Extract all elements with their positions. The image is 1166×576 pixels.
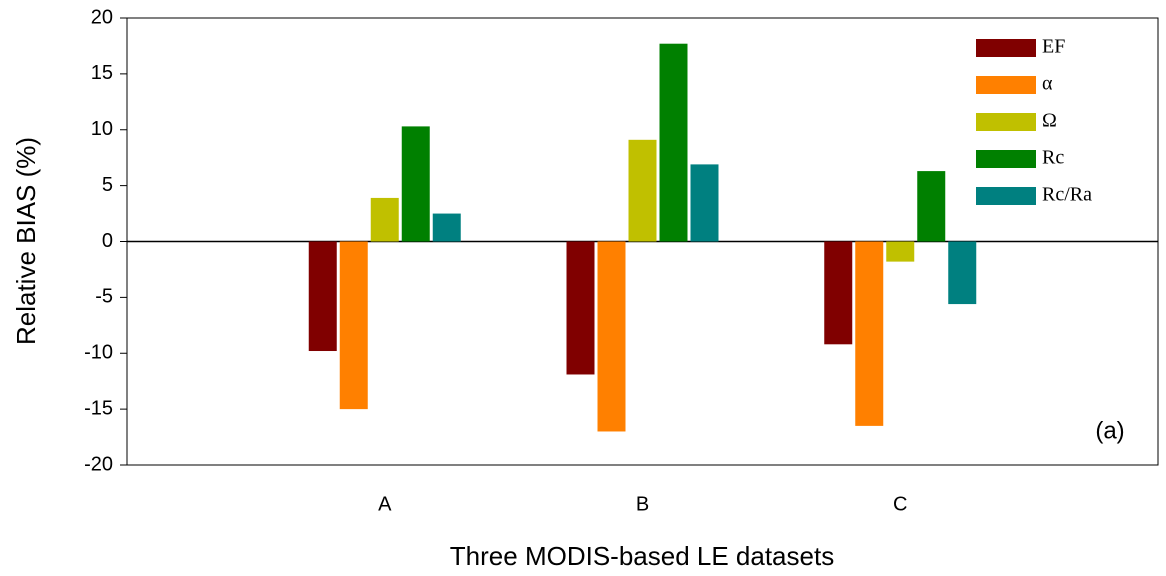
y-tick-label: -5 [95, 286, 113, 308]
bar [432, 213, 461, 242]
annotation: (a) [1095, 417, 1124, 444]
bar [370, 197, 399, 242]
legend-swatch [976, 150, 1036, 168]
y-axis-label: Relative BIAS (%) [11, 137, 41, 345]
y-tick-label: -10 [84, 342, 113, 364]
x-tick-label: C [893, 493, 907, 515]
x-axis-label: Three MODIS-based LE datasets [450, 541, 834, 571]
bar [855, 241, 884, 426]
bar [690, 164, 719, 242]
legend-label: Rc [1042, 147, 1064, 169]
bar [824, 241, 853, 345]
bar [597, 241, 626, 432]
bar [917, 171, 946, 242]
bar [659, 43, 688, 242]
x-tick-label: A [378, 493, 392, 515]
y-tick-label: -15 [84, 397, 113, 419]
y-tick-label: 20 [91, 6, 113, 28]
bar [401, 126, 430, 242]
legend-label: Ω [1042, 110, 1057, 132]
legend-swatch [976, 187, 1036, 205]
legend-label: α [1042, 73, 1053, 95]
legend-swatch [976, 76, 1036, 94]
bar [308, 241, 337, 352]
bar [339, 241, 368, 410]
bar [886, 241, 915, 262]
bar [628, 139, 657, 242]
y-tick-label: 15 [91, 62, 113, 84]
y-tick-label: -20 [84, 453, 113, 475]
x-tick-label: B [636, 493, 649, 515]
y-tick-label: 0 [102, 230, 113, 252]
legend-label: EF [1042, 36, 1065, 58]
bar [948, 241, 977, 305]
y-tick-label: 5 [102, 174, 113, 196]
legend-swatch [976, 113, 1036, 131]
bar [566, 241, 595, 375]
legend-label: Rc/Ra [1042, 184, 1092, 206]
y-tick-label: 10 [91, 118, 113, 140]
legend-swatch [976, 39, 1036, 57]
